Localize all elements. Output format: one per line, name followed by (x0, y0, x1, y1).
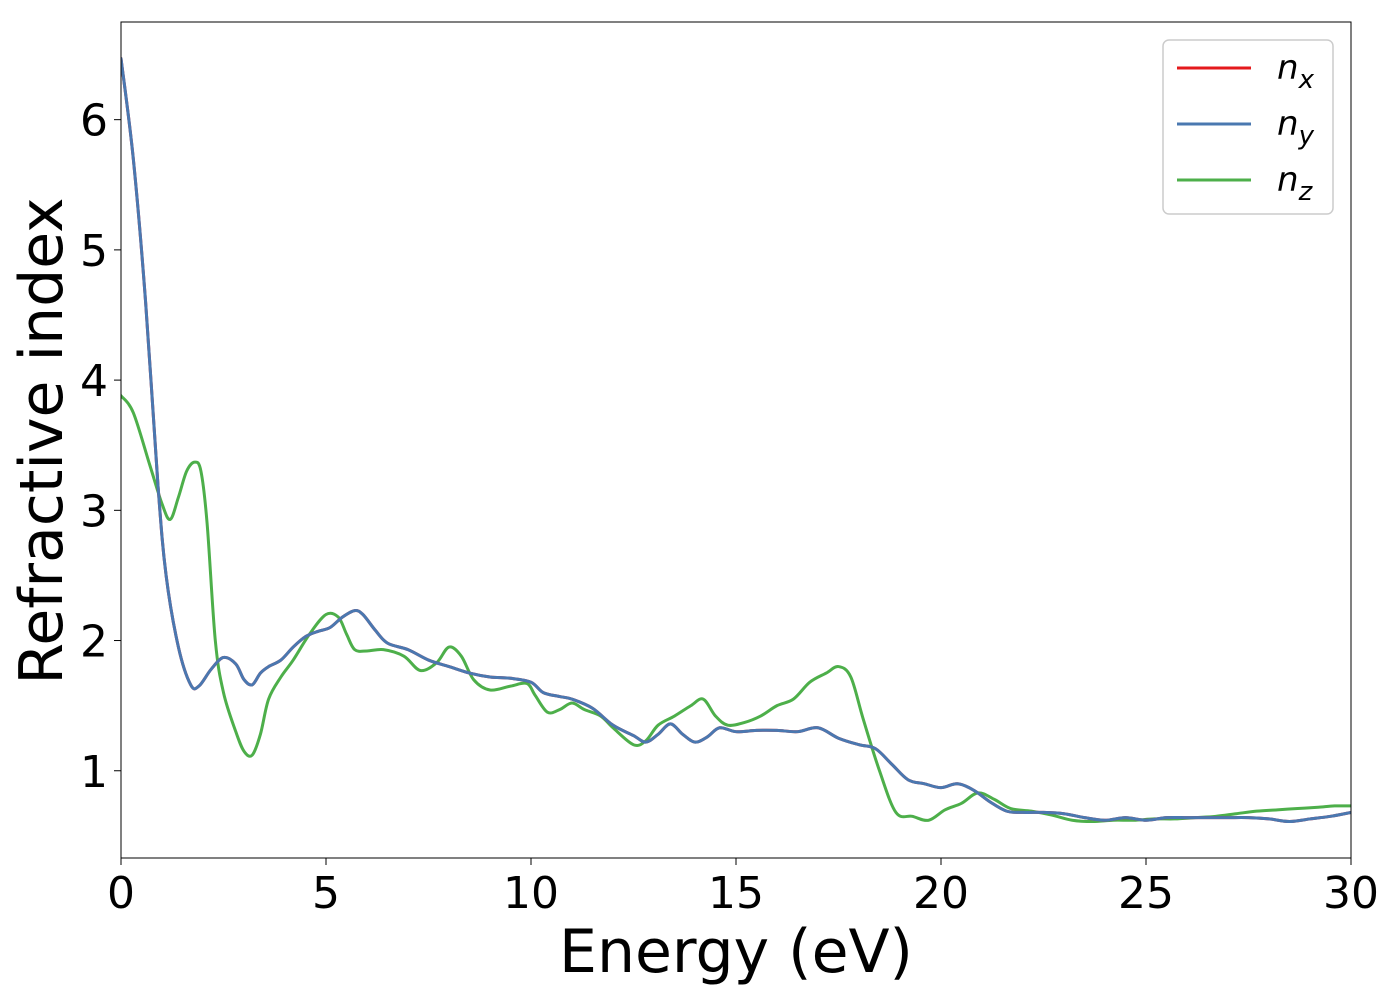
x-tick-label: 5 (312, 868, 340, 919)
x-tick-label: 0 (107, 868, 135, 919)
series-line-nz (121, 394, 1351, 824)
x-tick-label: 30 (1323, 868, 1379, 919)
x-axis-title: Energy (eV) (559, 917, 913, 987)
y-tick-label: 5 (80, 226, 108, 277)
x-tick-label: 15 (708, 868, 764, 919)
y-tick-label: 3 (80, 486, 108, 537)
series-line-ny (121, 56, 1351, 824)
y-tick-label: 2 (80, 617, 108, 668)
y-tick-label: 6 (80, 96, 108, 147)
x-tick-label: 10 (503, 868, 559, 919)
x-tick-label: 20 (913, 868, 969, 919)
y-tick-label: 1 (80, 747, 108, 798)
legend: nx ny nz (1162, 39, 1334, 215)
legend-box (1162, 39, 1334, 215)
y-axis-title: Refractive index (7, 197, 77, 684)
ticks-layer: 0 5 10 15 20 25 30 1 2 3 4 5 6 (80, 96, 1379, 919)
x-tick-label: 25 (1118, 868, 1174, 919)
series-layer (121, 56, 1351, 824)
legend-label-nz: nz (1277, 160, 1314, 207)
legend-label-nx: nx (1277, 48, 1315, 95)
y-tick-label: 4 (80, 356, 108, 407)
legend-label-ny: ny (1277, 104, 1315, 151)
